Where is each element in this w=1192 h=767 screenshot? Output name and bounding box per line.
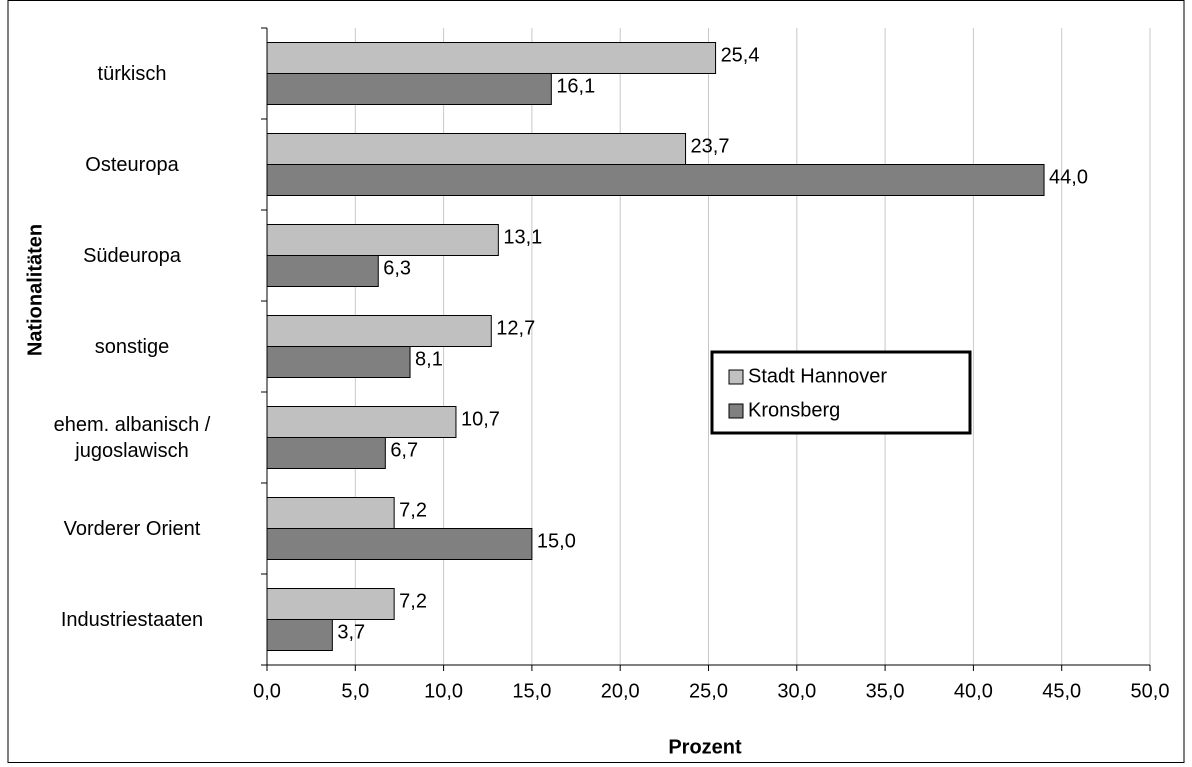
- value-label: 6,7: [390, 439, 418, 461]
- value-label: 12,7: [496, 317, 535, 339]
- x-tick-label: 25,0: [689, 680, 728, 702]
- value-label: 7,2: [399, 590, 427, 612]
- x-tick-label: 40,0: [954, 680, 993, 702]
- value-label: 13,1: [503, 226, 542, 248]
- bar: [266, 164, 1045, 196]
- legend-swatch: [728, 403, 744, 419]
- value-label: 23,7: [691, 135, 730, 157]
- bar: [266, 528, 533, 560]
- y-tick-label: Vorderer Orient: [63, 517, 201, 540]
- legend-label: Stadt Hannover: [748, 365, 887, 387]
- bar: [266, 437, 386, 469]
- chart-frame: [7, 0, 1185, 763]
- y-tick-label: sonstige: [94, 335, 170, 358]
- y-axis-title: Nationalitäten: [24, 224, 46, 356]
- bar: [266, 133, 687, 165]
- x-tick-label: 0,0: [253, 680, 281, 702]
- bar: [266, 346, 411, 378]
- value-label: 3,7: [337, 621, 365, 643]
- x-tick-label: 10,0: [424, 680, 463, 702]
- bar: [266, 315, 492, 347]
- y-tick-label: ehem. albanisch / jugoslawisch: [53, 413, 211, 462]
- x-tick-label: 5,0: [341, 680, 369, 702]
- legend-swatch: [728, 369, 744, 385]
- y-tick-label: Südeuropa: [83, 244, 181, 267]
- bar: [266, 406, 457, 438]
- x-tick-label: 30,0: [777, 680, 816, 702]
- x-tick-label: 50,0: [1131, 680, 1170, 702]
- x-axis-title: Prozent: [668, 736, 742, 758]
- y-tick-label: türkisch: [97, 62, 167, 85]
- value-label: 16,1: [556, 75, 595, 97]
- bar: [266, 42, 717, 74]
- bar: [266, 224, 499, 256]
- value-label: 25,4: [721, 44, 760, 66]
- bar: [266, 619, 333, 651]
- value-label: 7,2: [399, 499, 427, 521]
- value-label: 10,7: [461, 408, 500, 430]
- bar: [266, 497, 395, 529]
- bar: [266, 588, 395, 620]
- x-tick-label: 45,0: [1042, 680, 1081, 702]
- value-label: 44,0: [1049, 166, 1088, 188]
- bar: [266, 255, 379, 287]
- x-tick-label: 20,0: [601, 680, 640, 702]
- legend: Stadt Hannover Kronsberg: [710, 350, 972, 435]
- value-label: 8,1: [415, 348, 443, 370]
- bar: [266, 73, 552, 105]
- y-tick-label: Industriestaaten: [60, 608, 204, 631]
- x-tick-label: 35,0: [866, 680, 905, 702]
- value-label: 15,0: [537, 530, 576, 552]
- value-label: 6,3: [383, 257, 411, 279]
- legend-box: [710, 350, 972, 435]
- x-tick-label: 15,0: [512, 680, 551, 702]
- y-tick-label: Osteuropa: [85, 153, 179, 176]
- legend-label: Kronsberg: [748, 399, 840, 421]
